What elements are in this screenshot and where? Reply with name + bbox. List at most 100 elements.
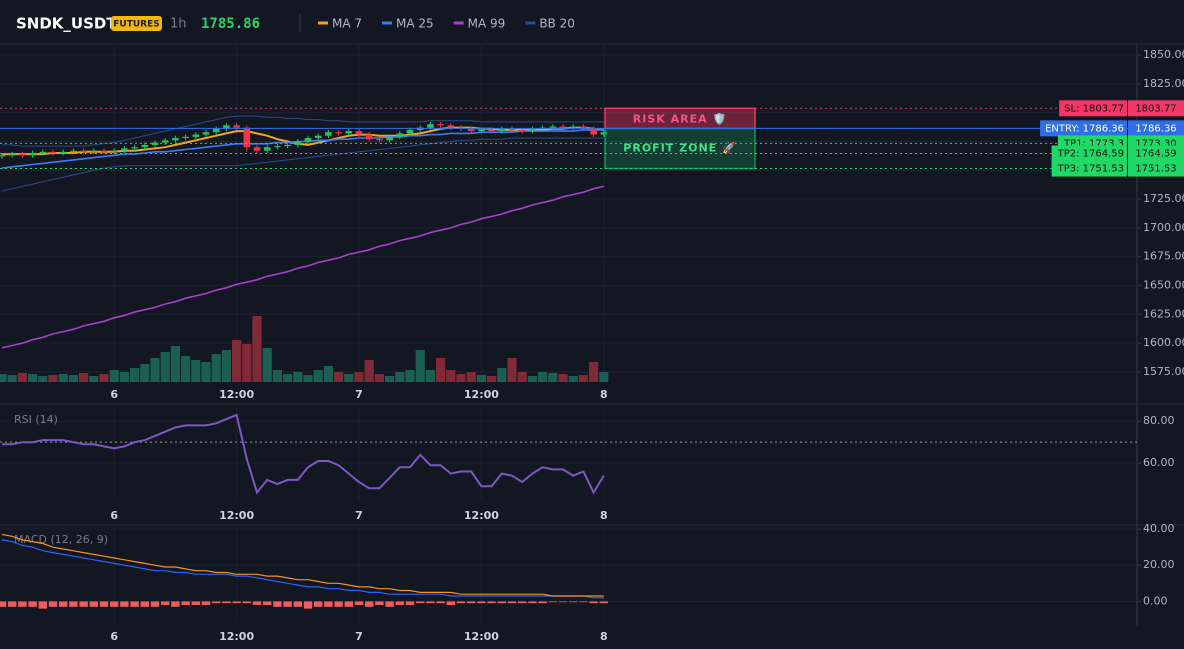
histogram-bar <box>140 601 149 607</box>
macd-line <box>1 539 604 599</box>
volume-bar <box>262 348 272 382</box>
level-axis-label: 1773.30 <box>1135 138 1176 149</box>
x-tick-label: 6 <box>110 509 118 522</box>
x-tick-label: 12:00 <box>464 388 499 401</box>
volume-bar <box>385 376 395 382</box>
x-tick-label: 12:00 <box>219 388 254 401</box>
bb-upper <box>2 115 604 147</box>
histogram-bar <box>69 601 78 607</box>
candle-body <box>488 129 495 132</box>
volume-bar <box>487 376 497 382</box>
volume-bar <box>538 372 548 382</box>
level-chip-bg <box>1040 120 1127 137</box>
candle-body <box>263 147 271 151</box>
volume-bar <box>323 366 333 382</box>
histogram-bar <box>0 601 7 607</box>
candle-body <box>39 151 47 153</box>
candle-body <box>274 146 281 148</box>
volume-bar <box>405 370 415 382</box>
volume-bar <box>527 376 537 382</box>
histogram-bar <box>283 601 292 607</box>
candle-body <box>498 128 506 132</box>
y-tick-label: 1850.00 <box>1143 48 1184 61</box>
histogram-bar <box>79 601 88 607</box>
candle-body <box>478 129 485 132</box>
histogram-bar <box>538 601 547 604</box>
candle-body <box>355 131 363 135</box>
histogram-bar <box>263 601 272 606</box>
candle-body <box>314 135 322 139</box>
histogram-bar <box>497 601 506 604</box>
volume-bar <box>232 340 242 382</box>
volume-bar <box>28 374 38 382</box>
candle-body <box>335 132 342 134</box>
candle-body <box>580 126 587 129</box>
candle-body <box>100 150 108 152</box>
candle-body <box>192 134 200 137</box>
candle-body <box>294 141 302 145</box>
volume-bar <box>578 375 588 382</box>
histogram-bar <box>436 601 445 604</box>
histogram-bar <box>130 601 139 607</box>
y-tick-label: 1825.00 <box>1143 77 1184 90</box>
candle-body <box>427 124 434 128</box>
candle-body <box>447 125 455 128</box>
interval: 1h <box>170 17 187 32</box>
histogram-bar <box>48 601 58 607</box>
histogram-bar <box>558 601 568 603</box>
candle-body <box>437 124 444 126</box>
pane-title: MACD (12, 26, 9) <box>14 533 108 546</box>
histogram-bar <box>201 601 211 606</box>
candle-body <box>8 154 16 156</box>
candle-body <box>70 150 77 152</box>
volume-bar <box>415 350 425 382</box>
legend-label: MA 7 <box>332 17 362 31</box>
candle-body <box>529 128 536 132</box>
histogram-bar <box>181 601 190 606</box>
level-axis-bg <box>1128 120 1184 137</box>
last-price: 1785.86 <box>201 16 260 32</box>
x-tick-label: 7 <box>355 388 363 401</box>
level-chip: SL: 1803.77 <box>1064 103 1124 114</box>
volume-bar <box>456 374 466 382</box>
candle-body <box>325 132 332 136</box>
volume-bar <box>313 370 323 382</box>
x-tick-label: 12:00 <box>464 630 499 643</box>
histogram-bar <box>344 601 353 607</box>
histogram-bar <box>242 601 251 604</box>
volume-bar <box>517 372 527 382</box>
volume-bar <box>68 375 78 382</box>
candle-body <box>376 139 383 141</box>
histogram-bar <box>171 601 180 607</box>
level-chip: TP1: 1773.3 <box>1063 138 1124 149</box>
candle-body <box>19 154 26 156</box>
y-tick-label: 1625.00 <box>1143 307 1184 320</box>
histogram-bar <box>405 601 415 606</box>
candle-body <box>518 129 526 132</box>
volume-bar <box>374 374 384 382</box>
volume-bar <box>497 368 507 382</box>
histogram-bar <box>28 601 37 607</box>
candle-body <box>182 136 189 139</box>
level-axis-bg <box>1128 100 1184 117</box>
histogram-bar <box>324 601 333 607</box>
volume-bar <box>395 372 405 382</box>
histogram-bar <box>589 601 598 604</box>
candle-body <box>172 138 179 141</box>
legend-label: BB 20 <box>539 17 575 31</box>
bb-lower <box>1 137 604 192</box>
volume-bar <box>150 358 160 382</box>
histogram-bar <box>569 601 578 603</box>
histogram-bar <box>507 601 517 604</box>
candle-body <box>284 144 291 147</box>
volume-bar <box>599 372 609 382</box>
y-tick-label: 1650.00 <box>1143 279 1184 292</box>
histogram-bar <box>599 601 608 604</box>
y-tick-label: 1600.00 <box>1143 336 1184 349</box>
histogram-bar <box>273 601 282 607</box>
volume-bar <box>436 358 446 382</box>
volume-bar <box>334 372 344 382</box>
